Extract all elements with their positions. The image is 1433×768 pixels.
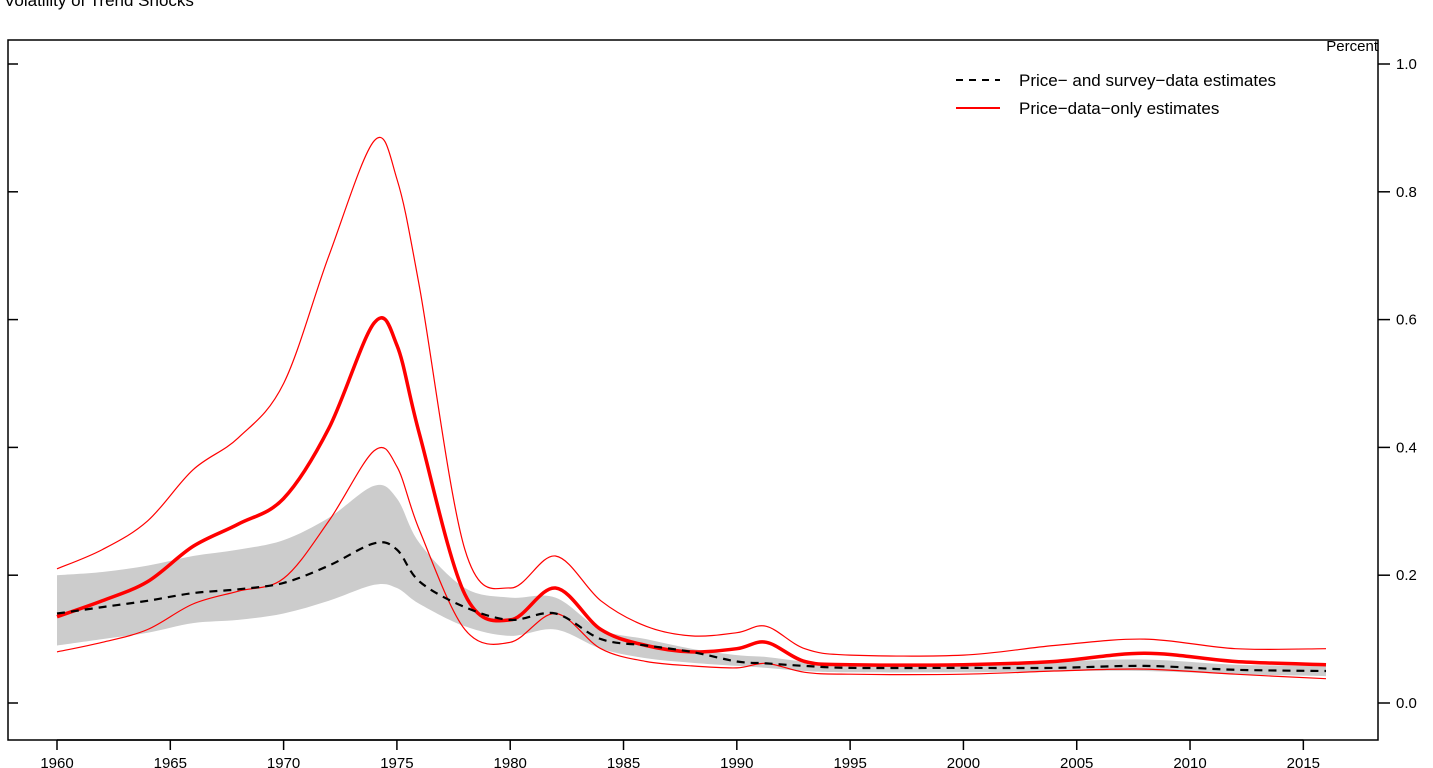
y-axis-right: 0.0 0.2 0.4 0.6 0.8 1.0 [8, 56, 1417, 712]
x-tick-label: 1975 [380, 755, 413, 768]
series-lines [56, 136, 1327, 680]
legend-label-survey: Price− and survey−data estimates [1019, 71, 1276, 90]
y-tick-label: 0.4 [1396, 439, 1417, 456]
legend-label-price-only: Price−data−only estimates [1019, 99, 1219, 118]
x-tick-label: 1980 [494, 755, 527, 768]
x-tick-label: 1965 [154, 755, 187, 768]
survey-median-line [56, 541, 1327, 673]
price-only-upper-line [56, 136, 1327, 657]
y-tick-label: 0.6 [1396, 312, 1417, 329]
y-axis-label: Percent [1326, 38, 1379, 55]
x-tick-label: 2005 [1060, 755, 1093, 768]
y-tick-label: 0.8 [1396, 184, 1417, 201]
x-tick-label: 1960 [40, 755, 73, 768]
plot-frame [7, 39, 1379, 741]
x-tick-label: 1990 [720, 755, 753, 768]
x-tick-label: 1985 [607, 755, 640, 768]
y-tick-label: 1.0 [1396, 56, 1417, 73]
y-tick-label: 0.2 [1396, 567, 1417, 584]
x-tick-label: 2015 [1287, 755, 1320, 768]
x-tick-label: 2000 [947, 755, 980, 768]
survey-confidence-band [57, 484, 1326, 677]
chart-title: Volatility of Trend Shocks [4, 0, 194, 10]
price-only-lower-line [56, 446, 1327, 680]
x-tick-label: 2010 [1173, 755, 1206, 768]
legend: Price− and survey−data estimates Price−d… [956, 71, 1276, 118]
x-axis: 1960 1965 1970 1975 1980 1985 1990 1995 2000 2005… [40, 739, 1320, 768]
band-area [57, 484, 1326, 677]
x-tick-label: 1995 [833, 755, 866, 768]
price-only-median-line [56, 316, 1327, 667]
x-tick-label: 1970 [267, 755, 300, 768]
y-tick-label: 0.0 [1396, 695, 1417, 712]
